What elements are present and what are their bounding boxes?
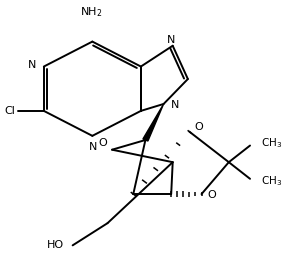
Text: NH$_2$: NH$_2$ <box>80 6 102 19</box>
Text: O: O <box>207 190 216 200</box>
Text: O: O <box>99 138 107 148</box>
Text: Cl: Cl <box>5 106 15 116</box>
Text: N: N <box>28 60 36 70</box>
Text: CH$_3$: CH$_3$ <box>261 136 282 150</box>
Text: N: N <box>167 35 175 45</box>
Text: HO: HO <box>47 240 64 250</box>
Text: N: N <box>171 100 180 110</box>
Text: O: O <box>195 122 203 132</box>
Text: N: N <box>89 142 97 152</box>
Text: CH$_3$: CH$_3$ <box>261 174 282 188</box>
Polygon shape <box>143 104 164 141</box>
